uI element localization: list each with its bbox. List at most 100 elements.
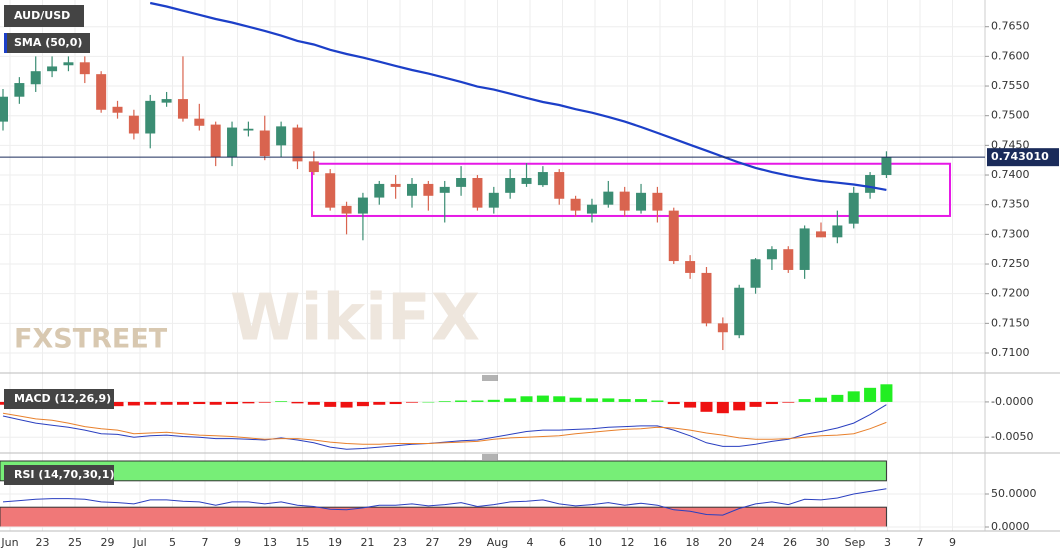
x-tick-label: 3	[884, 536, 891, 549]
legend-box	[4, 389, 114, 409]
x-tick-label: Sep	[845, 536, 866, 549]
watermark: FXSTREET	[14, 324, 168, 355]
candle-body	[63, 62, 74, 66]
macd-bar	[520, 396, 533, 402]
candle-body	[292, 127, 303, 162]
rsi-line	[2, 488, 887, 516]
y-tick-label: 0.7450	[991, 138, 1030, 151]
macd-bar	[324, 401, 337, 407]
y-tick-label: 0.7650	[991, 20, 1030, 33]
watermark: WikiFX	[230, 282, 480, 356]
y-tick-label: 0.7600	[991, 49, 1030, 62]
x-tick-label: 7	[917, 536, 924, 549]
x-tick-label: 26	[783, 536, 797, 549]
candle-body	[636, 192, 647, 211]
candle-body	[472, 177, 483, 208]
x-tick-label: 23	[393, 536, 407, 549]
candle-body	[357, 197, 368, 214]
macd-bar	[160, 401, 173, 405]
y-tick-label: 0.7200	[991, 287, 1030, 300]
macd-bar	[471, 400, 484, 402]
candle-body	[652, 192, 663, 211]
candle-body	[717, 323, 728, 333]
candle-body	[439, 186, 450, 193]
x-tick-label: 18	[686, 536, 700, 549]
x-tick-label: 6	[559, 536, 566, 549]
chart-title: AUD/USD	[14, 9, 70, 22]
macd-bar	[455, 400, 468, 402]
overbought-band	[0, 460, 887, 482]
macd-bar	[635, 399, 648, 402]
candle-body	[799, 228, 810, 270]
candle-body	[848, 192, 859, 224]
marks	[0, 1, 951, 516]
y-tick-label: 0.7100	[991, 346, 1030, 359]
macd-bar	[667, 401, 680, 405]
candle-body	[766, 249, 777, 260]
x-tick-label: 19	[328, 536, 342, 549]
macd-bar	[880, 384, 893, 402]
x-tick-label: 5	[169, 536, 176, 549]
macd-bar	[782, 401, 795, 403]
candle-body	[161, 99, 172, 103]
candle-body	[145, 100, 156, 134]
macd-bar	[406, 401, 418, 403]
price-label-box	[987, 148, 1059, 167]
x-tick-label: 4	[527, 536, 534, 549]
macd-bar	[749, 401, 762, 407]
macd-bar	[176, 401, 189, 405]
title-box	[4, 5, 84, 27]
macd-bar	[291, 401, 304, 404]
macd-bar	[127, 401, 140, 406]
macd-bar	[487, 399, 500, 402]
candle-body	[79, 62, 90, 75]
legend-swatch	[4, 33, 7, 53]
candle-body	[177, 99, 188, 119]
y-tick-label: 0.7250	[991, 257, 1030, 270]
macd-bar	[356, 401, 369, 407]
candle-body	[505, 177, 516, 193]
candle-body	[194, 118, 205, 126]
candle-body	[783, 249, 794, 270]
x-tick-label: 15	[296, 536, 310, 549]
macd-bar	[536, 395, 549, 402]
legend-label: MACD (12,26,9)	[14, 392, 111, 405]
candle-body	[308, 161, 319, 173]
x-tick-label: 13	[263, 536, 277, 549]
legend-box	[4, 33, 90, 53]
x-tick-label: 9	[234, 536, 241, 549]
candle-body	[816, 231, 826, 238]
y-tick-label: 0.7400	[991, 168, 1030, 181]
macd-bar	[651, 400, 664, 402]
candle-body	[832, 225, 843, 238]
candle-body	[619, 191, 630, 211]
macd-bar	[815, 397, 827, 402]
macd-bar	[733, 401, 746, 411]
legend-label: SMA (50,0)	[14, 36, 82, 49]
macd-bar	[373, 401, 386, 405]
macd-bar	[847, 391, 860, 402]
x-tick-label: 10	[588, 536, 602, 549]
macd-bar	[389, 401, 402, 405]
resize-grip[interactable]	[482, 375, 498, 460]
y-tick-label: -0.0050	[991, 430, 1033, 443]
y-tick-label: -0.0000	[991, 395, 1033, 408]
macd-bar	[831, 394, 844, 402]
candle-body	[14, 83, 25, 97]
x-tick-label: 23	[36, 536, 50, 549]
candle-body	[259, 130, 270, 157]
x-tick-label: 7	[202, 536, 209, 549]
range-box	[311, 162, 951, 217]
candle-body	[407, 183, 417, 196]
candle-body	[325, 173, 336, 208]
macd-bar	[111, 401, 124, 407]
x-tick-label: 29	[101, 536, 115, 549]
macd-bar	[585, 398, 598, 402]
macd-bar	[193, 401, 206, 405]
y-tick-label: 0.7350	[991, 198, 1030, 211]
candle-body	[734, 287, 745, 336]
y-tick-label: 0.0000	[991, 520, 1030, 533]
candle-body	[210, 124, 221, 158]
candle-body	[537, 172, 548, 186]
